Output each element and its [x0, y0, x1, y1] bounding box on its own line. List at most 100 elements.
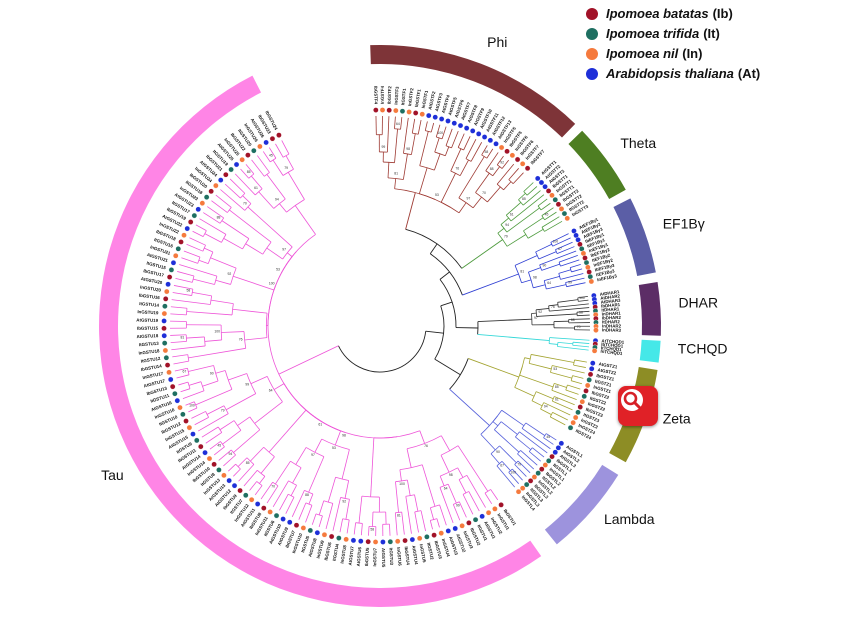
branch-arc — [256, 481, 263, 486]
species-dot — [498, 144, 505, 151]
legend-species-name: Arabidopsis thaliana — [606, 66, 734, 81]
branch — [429, 520, 433, 530]
branch-arc — [335, 476, 349, 481]
species-dot — [509, 152, 516, 159]
species-dot — [239, 156, 245, 163]
support-value: 100 — [579, 296, 585, 300]
clade-band-Phi[interactable] — [370, 45, 576, 138]
tip-label: IbGSTZ3 — [585, 407, 604, 419]
branch — [522, 190, 541, 206]
tip-label: InGSTU19 — [137, 309, 159, 315]
tip-label: ItGSTU3 — [388, 548, 394, 566]
zoom-overlay-button[interactable] — [618, 386, 658, 426]
branch-arc — [270, 157, 277, 163]
branch — [550, 416, 566, 426]
legend-color-dot — [586, 47, 598, 60]
species-dot — [535, 470, 541, 476]
branch — [181, 257, 198, 264]
support-value: 53 — [276, 268, 280, 272]
support-value: 92 — [538, 310, 542, 314]
branch — [213, 446, 225, 456]
branch — [556, 246, 575, 254]
species-dot — [162, 303, 168, 309]
support-value: 99 — [382, 145, 386, 149]
branch-arc — [436, 136, 443, 140]
support-value: 53 — [435, 193, 439, 197]
branch — [285, 155, 294, 170]
branch — [199, 218, 227, 235]
support-value: 94 — [505, 223, 509, 227]
branch-arc — [267, 251, 297, 326]
clade-band-Lambda[interactable] — [544, 464, 619, 545]
species-dot — [524, 165, 531, 172]
branch — [518, 193, 526, 201]
branch-arc — [521, 422, 527, 429]
branch — [232, 308, 268, 314]
branch — [332, 497, 342, 531]
species-dot — [163, 288, 170, 295]
tip-label: AtGSTZ1 — [598, 361, 618, 369]
support-value: 61 — [555, 397, 559, 401]
branch — [539, 250, 577, 266]
branch-arc — [223, 405, 229, 414]
branch — [429, 243, 438, 255]
species-dot — [542, 183, 548, 190]
clade-band-Theta[interactable] — [568, 130, 626, 199]
branch-arc — [570, 375, 573, 381]
clade-band-TCHQD[interactable] — [639, 339, 661, 363]
branch — [546, 433, 557, 441]
species-dot — [570, 419, 576, 426]
branch — [233, 275, 275, 291]
branch — [450, 148, 462, 172]
support-value: 76 — [455, 167, 459, 171]
species-dot — [586, 377, 592, 383]
branch — [519, 431, 548, 454]
branch-arc — [200, 381, 205, 391]
clade-band-EF1Bγ[interactable] — [613, 198, 656, 277]
branch — [314, 438, 323, 453]
branch-arc — [193, 401, 198, 409]
tip-label: ItGSTU14 — [139, 301, 160, 308]
species-dot — [504, 148, 510, 155]
branch — [250, 376, 268, 385]
branch — [186, 336, 205, 339]
branch-arc — [484, 489, 491, 494]
species-dot — [161, 325, 167, 332]
tip-label: ItEF1By2 — [591, 252, 611, 262]
branch — [445, 128, 453, 146]
support-value: 90 — [210, 371, 214, 375]
species-dot — [457, 122, 464, 129]
species-dot — [463, 125, 470, 131]
species-dot — [172, 390, 178, 397]
branch-arc — [221, 234, 227, 243]
species-dot — [572, 414, 579, 421]
branch — [506, 234, 527, 247]
support-value: 92 — [227, 272, 231, 276]
branch — [466, 475, 486, 508]
branch — [477, 333, 550, 342]
branch — [440, 301, 453, 307]
support-value: 64 — [396, 122, 400, 126]
species-dot — [527, 478, 534, 484]
branch — [287, 252, 293, 257]
branch — [418, 167, 428, 194]
tip-label: IbGSTF1 — [414, 88, 422, 107]
branch — [540, 408, 552, 415]
clade-band-DHAR[interactable] — [638, 282, 661, 336]
support-value: 98 — [533, 276, 537, 280]
species-dot — [394, 538, 401, 545]
branch — [285, 497, 295, 514]
tip-label: ItGSTZ1 — [594, 379, 612, 388]
branch — [254, 485, 263, 496]
species-dot — [177, 404, 183, 411]
branch — [278, 345, 339, 375]
branch-arc — [550, 365, 553, 373]
species-dot — [402, 537, 408, 544]
clade-label-Theta: Theta — [620, 135, 656, 151]
species-dot — [466, 520, 472, 526]
species-dot — [162, 296, 169, 302]
species-dot — [184, 225, 191, 232]
species-dot — [257, 143, 263, 150]
branch — [544, 211, 557, 221]
species-dot — [583, 259, 590, 266]
